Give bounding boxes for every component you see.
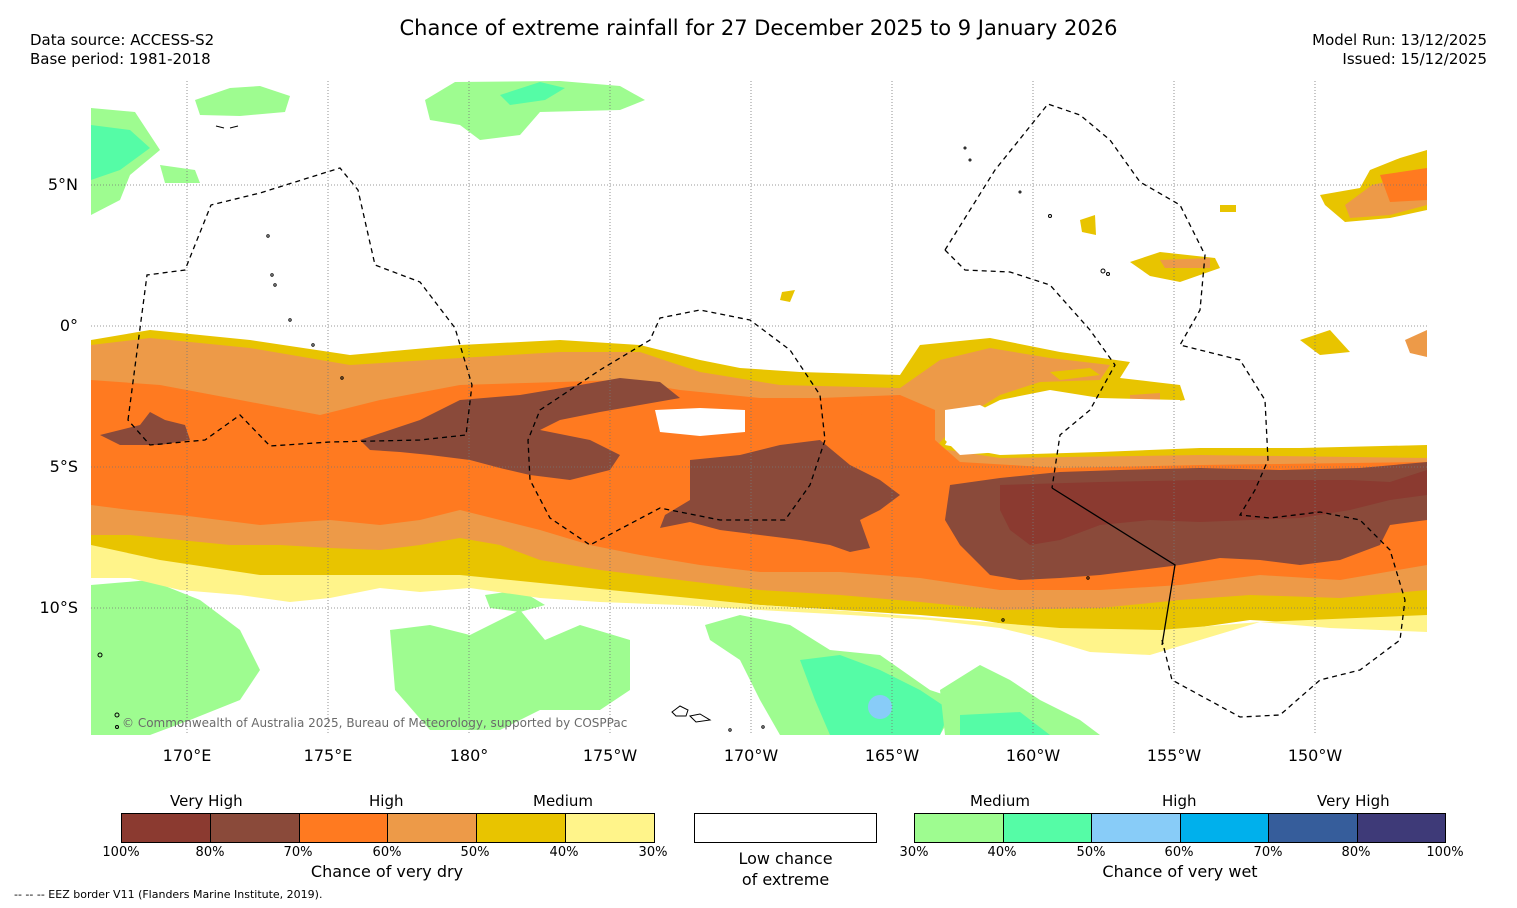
lat-label-5n: 5°N xyxy=(47,175,78,194)
wet-legend-head-medium: Medium xyxy=(970,792,1030,810)
data-info: Data source: ACCESS-S2 Base period: 1981… xyxy=(30,31,214,69)
graticule xyxy=(91,81,1427,735)
wet-tick: 70% xyxy=(1253,845,1283,860)
wet-swatch xyxy=(915,814,1004,842)
dry-swatch xyxy=(566,814,654,842)
dry-tick: 80% xyxy=(195,845,225,860)
lon-label-155w: 155°W xyxy=(1146,746,1202,765)
dry-legend-head-medium: Medium xyxy=(533,792,593,810)
run-info: Model Run: 13/12/2025 Issued: 15/12/2025 xyxy=(1312,31,1487,69)
lat-label-5s: 5°S xyxy=(49,457,78,476)
lon-label-175w: 175°W xyxy=(582,746,638,765)
dry-swatch xyxy=(477,814,567,842)
map-area xyxy=(91,81,1427,735)
islands xyxy=(97,125,1110,732)
wet-tick: 50% xyxy=(1076,845,1106,860)
lon-label-160w: 160°W xyxy=(1005,746,1061,765)
wet-legend-head-high: High xyxy=(1162,792,1197,810)
data-source-text: Data source: ACCESS-S2 xyxy=(30,31,215,49)
dry-tick: 40% xyxy=(549,845,579,860)
base-period-text: Base period: 1981-2018 xyxy=(30,50,211,68)
wet-legend-caption: Chance of very wet xyxy=(1102,862,1258,881)
wet-swatch xyxy=(1003,814,1092,842)
eez-shared-border xyxy=(1051,487,1176,646)
lon-label-170w: 170°W xyxy=(723,746,779,765)
wet-areas xyxy=(91,81,1100,735)
wet-colorbar xyxy=(914,813,1446,843)
lon-label-165w: 165°W xyxy=(864,746,920,765)
lat-label-10s: 10°S xyxy=(39,598,78,617)
dry-colorbar xyxy=(121,813,655,843)
dry-tick: 100% xyxy=(102,845,140,860)
lon-label-150w: 150°W xyxy=(1287,746,1343,765)
wet-tick: 60% xyxy=(1164,845,1194,860)
low-chance-swatch xyxy=(694,813,877,843)
low-chance-line1: Low chance xyxy=(738,849,833,868)
eez-borders xyxy=(127,103,1406,718)
map-title: Chance of extreme rainfall for 27 Decemb… xyxy=(399,16,1118,40)
lon-label-175e: 175°E xyxy=(303,746,353,765)
dry-swatch xyxy=(210,814,300,842)
dry-swatch xyxy=(388,814,478,842)
wet-swatch xyxy=(1180,814,1269,842)
copyright-notice: © Commonwealth of Australia 2025, Bureau… xyxy=(122,716,628,730)
dry-tick: 50% xyxy=(460,845,490,860)
wet-tick: 100% xyxy=(1426,845,1464,860)
wet-tick: 40% xyxy=(987,845,1017,860)
eez-footnote: -- -- -- EEZ border V11 (Flanders Marine… xyxy=(14,888,323,901)
low-chance-caption: Low chance of extreme xyxy=(694,848,877,890)
dry-tick: 70% xyxy=(283,845,313,860)
dry-tick: 30% xyxy=(638,845,668,860)
low-chance-line2: of extreme xyxy=(741,870,830,889)
lat-label-0: 0° xyxy=(59,316,78,335)
lon-label-170e: 170°E xyxy=(162,746,212,765)
issued-text: Issued: 15/12/2025 xyxy=(1342,50,1487,68)
model-run-text: Model Run: 13/12/2025 xyxy=(1312,31,1487,49)
lon-label-180: 180° xyxy=(449,746,489,765)
dry-areas xyxy=(91,150,1427,655)
wet-swatch xyxy=(1357,814,1445,842)
dry-legend-head-high: High xyxy=(369,792,404,810)
wet-legend-head-very-high: Very High xyxy=(1317,792,1390,810)
dry-swatch xyxy=(299,814,389,842)
wet-swatch xyxy=(1092,814,1181,842)
dry-legend-caption: Chance of very dry xyxy=(310,862,464,881)
dry-legend-head-very-high: Very High xyxy=(170,792,243,810)
dry-swatch xyxy=(122,814,211,842)
wet-tick: 80% xyxy=(1341,845,1371,860)
wet-swatch xyxy=(1269,814,1358,842)
dry-tick: 60% xyxy=(372,845,402,860)
wet-tick: 30% xyxy=(899,845,929,860)
